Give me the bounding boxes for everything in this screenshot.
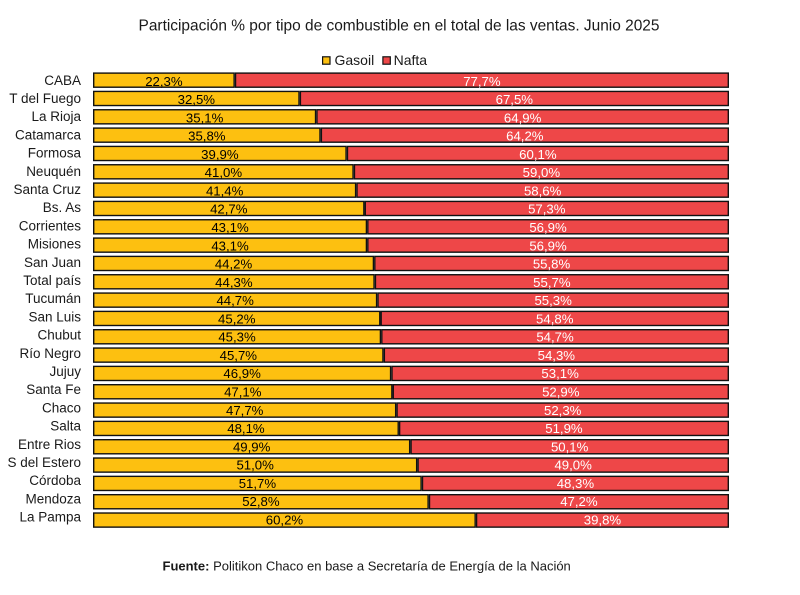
svg-text:Participación % por tipo de co: Participación % por tipo de combustible … [139, 17, 660, 34]
svg-text:64,9%: 64,9% [504, 110, 542, 125]
svg-text:51,0%: 51,0% [236, 458, 274, 473]
svg-text:41,4%: 41,4% [206, 183, 244, 198]
svg-text:39,8%: 39,8% [584, 512, 622, 527]
svg-text:47,7%: 47,7% [226, 403, 264, 418]
svg-text:Chaco: Chaco [42, 400, 81, 415]
svg-text:Córdoba: Córdoba [29, 473, 81, 488]
svg-text:57,3%: 57,3% [528, 202, 566, 217]
svg-text:S del Estero: S del Estero [7, 455, 81, 470]
svg-text:52,3%: 52,3% [544, 403, 582, 418]
svg-text:48,1%: 48,1% [227, 421, 265, 436]
svg-text:Mendoza: Mendoza [25, 491, 81, 506]
svg-text:Chubut: Chubut [37, 328, 81, 343]
svg-text:53,1%: 53,1% [541, 366, 579, 381]
svg-text:39,9%: 39,9% [201, 147, 239, 162]
svg-text:43,1%: 43,1% [211, 220, 249, 235]
svg-text:54,3%: 54,3% [538, 348, 576, 363]
svg-text:58,6%: 58,6% [524, 183, 562, 198]
svg-text:59,0%: 59,0% [523, 165, 561, 180]
svg-text:56,9%: 56,9% [529, 238, 567, 253]
svg-text:Santa Cruz: Santa Cruz [13, 182, 81, 197]
svg-text:San Juan: San Juan [24, 255, 81, 270]
svg-text:35,1%: 35,1% [186, 110, 224, 125]
svg-text:60,1%: 60,1% [519, 147, 557, 162]
svg-text:Fuente: Politikon Chaco en bas: Fuente: Politikon Chaco en base a Secret… [163, 559, 571, 574]
svg-text:La Rioja: La Rioja [31, 109, 81, 124]
svg-text:47,2%: 47,2% [560, 494, 598, 509]
svg-text:41,0%: 41,0% [205, 165, 243, 180]
svg-text:Jujuy: Jujuy [49, 364, 81, 379]
svg-text:54,7%: 54,7% [536, 330, 574, 345]
svg-text:42,7%: 42,7% [210, 202, 248, 217]
svg-text:49,9%: 49,9% [233, 439, 271, 454]
svg-text:San Luis: San Luis [28, 309, 81, 324]
svg-text:Total país: Total país [23, 273, 81, 288]
svg-text:48,3%: 48,3% [557, 476, 595, 491]
svg-text:49,0%: 49,0% [554, 458, 592, 473]
svg-text:35,8%: 35,8% [188, 129, 226, 144]
svg-text:55,7%: 55,7% [533, 275, 571, 290]
svg-text:Catamarca: Catamarca [15, 127, 82, 142]
svg-text:Misiones: Misiones [28, 237, 82, 252]
svg-text:CABA: CABA [44, 73, 81, 88]
svg-text:Neuquén: Neuquén [26, 164, 81, 179]
svg-text:Formosa: Formosa [28, 146, 82, 161]
svg-text:32,5%: 32,5% [178, 92, 216, 107]
svg-text:51,7%: 51,7% [239, 476, 277, 491]
svg-text:52,9%: 52,9% [542, 384, 580, 399]
svg-text:Nafta: Nafta [394, 52, 428, 68]
svg-text:45,2%: 45,2% [218, 311, 256, 326]
svg-text:Tucumán: Tucumán [25, 291, 81, 306]
svg-text:56,9%: 56,9% [529, 220, 567, 235]
svg-text:Bs. As: Bs. As [43, 200, 82, 215]
svg-text:La Pampa: La Pampa [19, 510, 81, 525]
svg-text:Gasoil: Gasoil [335, 52, 375, 68]
svg-text:46,9%: 46,9% [223, 366, 261, 381]
svg-text:55,3%: 55,3% [534, 293, 572, 308]
svg-text:22,3%: 22,3% [145, 74, 183, 89]
svg-text:43,1%: 43,1% [211, 238, 249, 253]
svg-text:Entre Rios: Entre Rios [18, 437, 81, 452]
svg-text:50,1%: 50,1% [551, 439, 589, 454]
svg-text:44,2%: 44,2% [215, 257, 253, 272]
svg-text:64,2%: 64,2% [506, 129, 544, 144]
svg-text:Río Negro: Río Negro [19, 346, 81, 361]
svg-text:45,7%: 45,7% [220, 348, 258, 363]
svg-text:Santa Fe: Santa Fe [26, 382, 81, 397]
svg-text:44,7%: 44,7% [216, 293, 254, 308]
svg-text:45,3%: 45,3% [218, 330, 256, 345]
svg-text:T del Fuego: T del Fuego [9, 91, 81, 106]
svg-text:60,2%: 60,2% [266, 512, 304, 527]
svg-text:51,9%: 51,9% [545, 421, 583, 436]
svg-text:55,8%: 55,8% [533, 257, 571, 272]
svg-text:77,7%: 77,7% [463, 74, 501, 89]
svg-text:Salta: Salta [50, 419, 81, 434]
svg-text:52,8%: 52,8% [242, 494, 280, 509]
svg-text:47,1%: 47,1% [224, 384, 262, 399]
svg-text:44,3%: 44,3% [215, 275, 253, 290]
svg-text:Corrientes: Corrientes [19, 218, 82, 233]
svg-text:54,8%: 54,8% [536, 311, 574, 326]
svg-text:67,5%: 67,5% [496, 92, 534, 107]
